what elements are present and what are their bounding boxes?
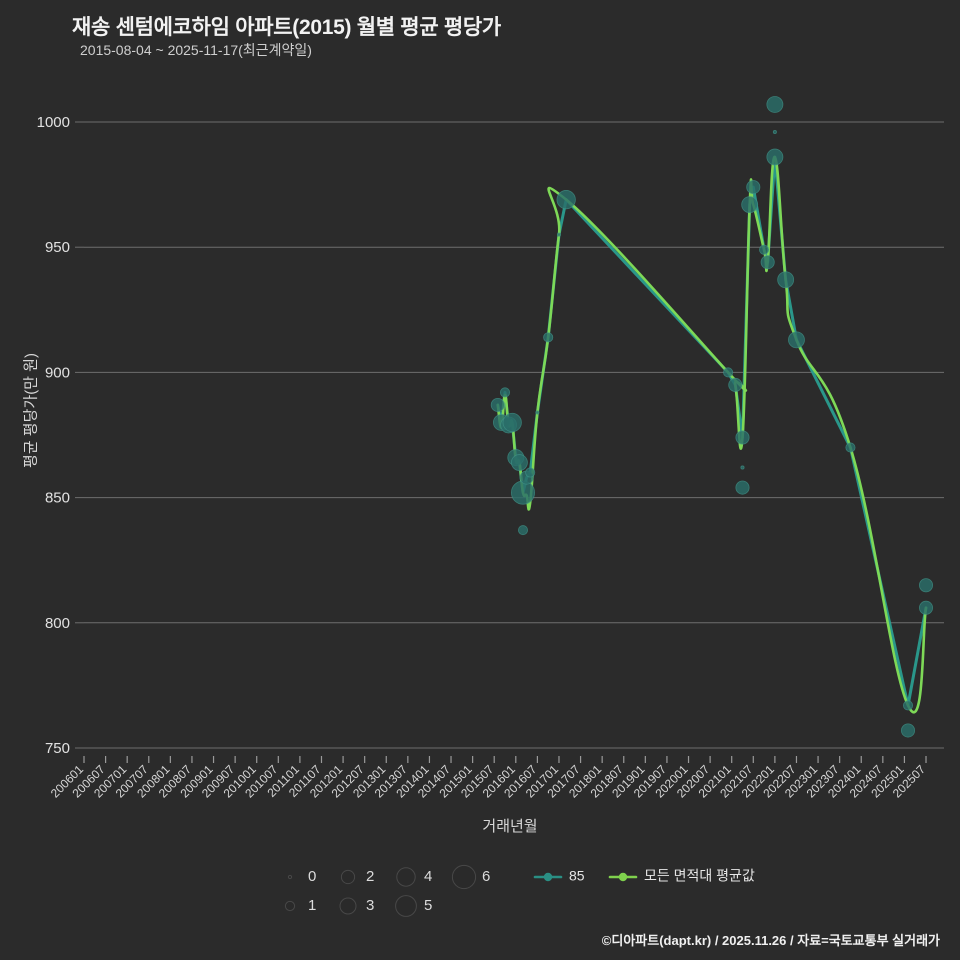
ytick-label: 1000 [37, 114, 70, 131]
ytick-label: 950 [45, 239, 70, 256]
data-bubble [901, 723, 916, 738]
legend-size-marker [284, 900, 296, 912]
series-lines-group [496, 155, 928, 714]
legend-size-marker [451, 864, 477, 890]
legend-size-label: 3 [366, 897, 374, 914]
data-bubble [741, 196, 759, 214]
legend-line-marker [618, 872, 628, 882]
series-line-average [496, 155, 928, 714]
data-bubble [728, 377, 743, 392]
chart-subtitle: 2015-08-04 ~ 2025-11-17(최근계약일) [80, 42, 312, 58]
legend-size-label: 0 [308, 868, 316, 885]
legend-size-marker [396, 867, 416, 887]
data-bubble [511, 454, 528, 471]
data-bubble [766, 148, 784, 166]
x-axis-label: 거래년월 [482, 818, 538, 835]
data-bubble [525, 467, 536, 478]
gridlines-group [84, 121, 944, 749]
bubbles-group [490, 96, 934, 738]
ytick-label: 800 [45, 615, 70, 632]
legend-size-label: 2 [366, 868, 374, 885]
data-bubble [766, 96, 784, 113]
data-bubble [746, 180, 761, 195]
data-bubble [759, 244, 770, 255]
legend-line-marker [543, 872, 553, 882]
data-bubble [490, 397, 505, 412]
data-bubble [556, 232, 561, 237]
data-bubble [788, 331, 805, 349]
data-bubble [760, 255, 775, 270]
legend-size-marker [287, 874, 293, 880]
data-bubble [919, 578, 934, 593]
data-bubble [499, 387, 510, 398]
data-bubble [535, 410, 540, 415]
legend-size-marker [395, 895, 417, 917]
data-bubble [723, 367, 734, 378]
y-axis-ticks: 750 800 850 900 950 1000 [37, 114, 84, 757]
data-bubble [502, 412, 522, 433]
data-bubble [777, 271, 795, 289]
data-bubble [735, 480, 750, 495]
data-bubble [740, 465, 745, 470]
legend-size-label: 5 [424, 897, 432, 914]
data-bubble [845, 442, 856, 453]
ytick-label: 900 [45, 364, 70, 381]
legend-size-marker [339, 897, 357, 915]
data-bubble [903, 700, 914, 711]
page-title: 재송 센텀에코하임 아파트(2015) 월별 평균 평당가 [72, 16, 501, 39]
data-bubble [510, 480, 535, 505]
legend-size-label: 6 [482, 868, 490, 885]
data-bubble [556, 190, 576, 210]
data-bubble [518, 525, 529, 536]
x-axis-ticks: 2006012006072007012007072008012008072009… [48, 756, 928, 800]
ytick-label: 750 [45, 740, 70, 757]
legend-series-label: 85 [569, 868, 585, 884]
data-bubble [543, 332, 554, 343]
chart-legend: 0 2 4 6 1 3 5 85 모든 면적대 평균값 [284, 864, 755, 917]
legend-series-label: 모든 면적대 평균값 [644, 868, 755, 884]
ytick-label: 850 [45, 490, 70, 507]
data-bubble [735, 430, 750, 445]
legend-size-marker [340, 869, 356, 885]
legend-size-label: 4 [424, 868, 432, 885]
data-bubble [919, 600, 934, 615]
footer-credit: ©디아파트(dapt.kr) / 2025.11.26 / 자료=국토교통부 실… [601, 933, 940, 948]
data-bubble [772, 130, 777, 135]
legend-size-label: 1 [308, 897, 316, 914]
